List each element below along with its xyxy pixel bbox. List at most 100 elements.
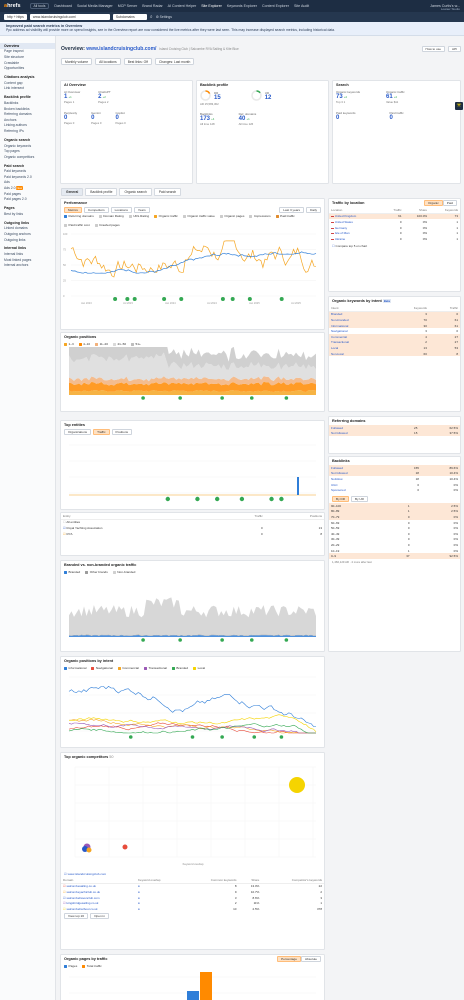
table-row[interactable]: ☑ Royal Yachting Association 0 13 bbox=[63, 525, 322, 530]
nav-site-explorer[interactable]: Site Explorer bbox=[201, 4, 222, 8]
table-row[interactable]: Non-local 60 8 bbox=[329, 350, 460, 357]
table-row[interactable]: 10–19 1 0% bbox=[331, 548, 458, 553]
volume-filter[interactable]: Monthly volume bbox=[61, 58, 93, 65]
table-row[interactable]: 30–39 0 0% bbox=[331, 537, 458, 542]
legend-item[interactable]: 1–3 bbox=[64, 342, 74, 346]
table-row[interactable]: 90–100 1 2.5% bbox=[329, 502, 460, 509]
settings-button[interactable]: ⚙ Settings bbox=[155, 15, 172, 19]
location-filter[interactable]: All locations bbox=[95, 58, 121, 65]
legend-item[interactable]: Informational bbox=[64, 666, 86, 670]
nav-keywords-explorer[interactable]: Keywords Explorer bbox=[226, 4, 257, 8]
ahrefs-logo[interactable]: ahrefs bbox=[4, 3, 21, 9]
table-row[interactable]: Followed 25 62.5% bbox=[329, 425, 460, 431]
positions-toggle[interactable]: Positions bbox=[111, 429, 133, 435]
organic-keywords-metric[interactable]: Organic keywords 73 +2 Top 3 1 bbox=[336, 90, 361, 104]
sidebar-item[interactable]: Outgoing links bbox=[4, 237, 26, 242]
nav-dashboard[interactable]: Dashboard bbox=[54, 4, 72, 8]
sidebar-item[interactable]: Best by links bbox=[4, 211, 24, 216]
table-row[interactable]: Non-branded 70 61 bbox=[329, 317, 460, 323]
sidebar-item[interactable]: Organic keywords bbox=[4, 143, 32, 148]
sidebar-item[interactable]: Referring IPs bbox=[4, 128, 24, 133]
paid-keywords-metric[interactable]: Paid keywords 0 bbox=[336, 111, 356, 121]
legend-item[interactable]: Non-branded bbox=[112, 570, 135, 574]
chatgpt-metric[interactable]: ChatGPT 2 +2 Pages 2 bbox=[98, 90, 111, 104]
copilot-metric[interactable]: Copilot 0 Pages 0 bbox=[115, 111, 126, 125]
table-row[interactable]: 40–49 0 0% bbox=[331, 531, 458, 536]
sidebar-group-title[interactable]: Outgoing links bbox=[4, 220, 30, 225]
compare-link[interactable]: ☐ Compare top 5 on chart bbox=[332, 243, 368, 248]
perplexity-metric[interactable]: Perplexity 0 Pages 0 bbox=[64, 111, 78, 125]
table-row[interactable]: 50–59 0 0% bbox=[331, 526, 458, 531]
sidebar-item[interactable]: Crawlable bbox=[4, 60, 20, 65]
table-row[interactable]: ▬ Ukraine 0 0% 1 bbox=[331, 236, 458, 241]
sidebar-group-title[interactable]: Citations analysis bbox=[4, 74, 35, 79]
legend-item[interactable]: Impressions bbox=[249, 214, 271, 218]
sidebar-group-title[interactable]: Internal links bbox=[4, 246, 27, 251]
legend-item[interactable]: Transactional bbox=[143, 666, 167, 670]
table-row[interactable]: Branded 3 0 bbox=[329, 311, 460, 318]
table-row[interactable]: Nofollow 18 10.4% bbox=[331, 476, 458, 481]
sidebar-item[interactable]: Site structure bbox=[4, 54, 24, 59]
sidebar-group-title[interactable]: Paid search bbox=[4, 163, 25, 168]
dr-metric[interactable]: DR 15 bbox=[200, 90, 221, 101]
table-row[interactable]: 70–79 0 0% bbox=[329, 514, 460, 520]
tab-paid-search[interactable]: Paid search bbox=[153, 188, 182, 196]
table-row[interactable]: 80–89 1 2.5% bbox=[329, 508, 460, 515]
by-ur-toggle[interactable]: By UR bbox=[350, 495, 368, 502]
backlinks-metric[interactable]: Backlinks 173 +4 All time 128 bbox=[200, 112, 215, 126]
table-row[interactable]: ▬ Isle of Man 0 0% 1 bbox=[331, 231, 458, 236]
table-row[interactable]: Navigational 3 0 bbox=[331, 329, 458, 334]
sidebar-item[interactable]: Organic competitors bbox=[4, 154, 35, 159]
interval-select[interactable]: Daily bbox=[306, 207, 321, 213]
legend-item[interactable]: Paid traffic bbox=[275, 214, 295, 218]
table-row[interactable]: ▬ Germany 0 0% 1 bbox=[331, 225, 458, 230]
table-row[interactable]: ☑ kingsbridgesailing.co.uk ● 2 11% 1 bbox=[63, 901, 322, 906]
tab-organic-search[interactable]: Organic search bbox=[119, 188, 152, 196]
changes-filter[interactable]: Changes: Last month bbox=[154, 58, 195, 65]
sidebar-item[interactable]: Most linked pages bbox=[4, 257, 32, 262]
legend-item[interactable]: Referring domains bbox=[64, 214, 94, 218]
traffic-toggle[interactable]: Traffic bbox=[93, 429, 110, 435]
percentage-toggle[interactable]: Percentage bbox=[277, 956, 301, 962]
sidebar-item[interactable]: Overview bbox=[0, 43, 55, 49]
checkbox[interactable]: ☑ bbox=[63, 901, 67, 906]
checkbox[interactable]: ☑ bbox=[63, 906, 67, 911]
nav-site-audit[interactable]: Site Audit bbox=[293, 4, 310, 8]
legend-item[interactable]: Organic pages bbox=[219, 214, 244, 218]
range-select[interactable]: Last 3 years bbox=[279, 207, 305, 213]
table-row[interactable]: Local 13 53 bbox=[329, 345, 460, 351]
legend-item[interactable]: Crawled pages bbox=[94, 223, 120, 227]
legend-item[interactable]: Branded bbox=[64, 570, 80, 574]
legend-item[interactable]: Other brands bbox=[85, 570, 108, 574]
nav-mcp-server[interactable]: MCP Server bbox=[117, 4, 138, 8]
metrics-button[interactable]: Metrics bbox=[64, 207, 82, 213]
table-row[interactable]: Followed 155 89.6% bbox=[329, 465, 460, 471]
sidebar-item[interactable]: Paid pages 2.0 bbox=[4, 197, 27, 202]
table-row[interactable]: Not followed 18 10.4% bbox=[329, 470, 460, 477]
nav-brand-radar[interactable]: Brand Radar bbox=[142, 4, 163, 8]
sparkle-icon[interactable]: ✳ bbox=[455, 102, 463, 110]
sidebar-item[interactable]: Linking authors bbox=[4, 123, 27, 128]
legend-item[interactable]: 4–10 bbox=[78, 342, 90, 346]
absolute-toggle[interactable]: Absolute bbox=[300, 956, 321, 962]
sidebar-item[interactable]: Top pages bbox=[4, 149, 20, 154]
paid-traffic-metric[interactable]: Paid traffic 0 bbox=[389, 111, 404, 121]
legend-item[interactable]: 51+ bbox=[131, 342, 141, 346]
sidebar-item[interactable]: Internal anchors bbox=[4, 263, 29, 268]
sidebar-group-title[interactable]: Organic search bbox=[4, 137, 31, 142]
table-row[interactable]: Informational 30 61 bbox=[329, 322, 460, 329]
sidebar-item[interactable]: Referring domains bbox=[4, 112, 32, 117]
table-row[interactable]: UGC 0 0% bbox=[331, 482, 458, 487]
sidebar-item[interactable]: Ads 2.0New bbox=[4, 186, 24, 191]
nav-content-explorer[interactable]: Content Explorer bbox=[261, 4, 289, 8]
legend-item[interactable]: Paid traffic cost bbox=[64, 223, 90, 227]
checkbox[interactable]: ☑ bbox=[63, 895, 67, 900]
sidebar-item[interactable]: Backlinks bbox=[4, 100, 19, 105]
table-row[interactable]: ☑ salcombeharbour.co.uk ● 10 2.5% 378 bbox=[63, 906, 322, 911]
sidebar-group-title[interactable]: Backlink profile bbox=[4, 95, 31, 100]
sidebar-item[interactable]: Paid pages bbox=[4, 191, 21, 196]
organizations-select[interactable]: Organizations bbox=[64, 429, 92, 435]
legend-item[interactable]: Domain Rating bbox=[98, 214, 124, 218]
nav-ai-content[interactable]: AI Content Helper bbox=[167, 4, 197, 8]
open-in-button[interactable]: Open in bbox=[90, 912, 109, 919]
